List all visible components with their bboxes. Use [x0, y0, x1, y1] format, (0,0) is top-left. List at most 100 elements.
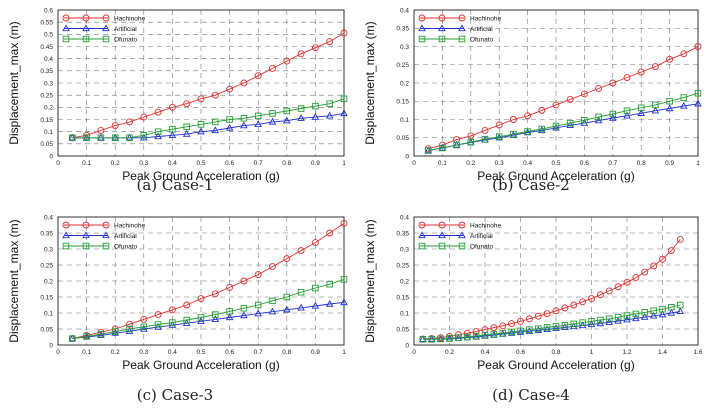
data-point-artificial [623, 315, 631, 323]
legend-label: Hachinohe [114, 222, 145, 229]
data-point-ofunato [69, 134, 76, 141]
x-tick-label: 0.9 [665, 160, 674, 167]
data-point-hachinohe [552, 307, 560, 315]
data-point-artificial [658, 310, 667, 318]
data-point-ofunato [570, 320, 578, 328]
data-point-artificial [637, 109, 645, 116]
y-tick-label: 0.05 [40, 141, 53, 148]
data-point-ofunato [154, 321, 162, 328]
data-point-ofunato [437, 335, 444, 343]
data-point-ofunato [297, 105, 305, 112]
data-point-ofunato [183, 316, 190, 324]
legend-marker [82, 221, 90, 229]
legend-marker [62, 231, 70, 239]
data-point-hachinohe [111, 122, 119, 130]
y-tick-label: 0.1 [44, 129, 53, 136]
data-point-ofunato [446, 335, 453, 342]
data-point-artificial [225, 313, 234, 321]
data-point-ofunato [97, 330, 105, 338]
data-point-hachinohe [283, 255, 291, 263]
x-tick-label: 0 [56, 349, 60, 356]
legend-marker [82, 24, 90, 32]
x-tick-label: 0.2 [466, 160, 475, 167]
data-point-ofunato [197, 314, 205, 321]
data-point-ofunato [326, 280, 333, 288]
y-tick-label: 0.15 [40, 117, 53, 124]
x-tick-label: 0.8 [551, 349, 560, 356]
data-point-artificial [111, 329, 119, 336]
x-tick-label: 0.2 [111, 349, 120, 356]
data-point-ofunato [69, 335, 76, 342]
data-point-ofunato [666, 97, 673, 105]
x-tick-label: 0.4 [480, 349, 489, 356]
data-point-hachinohe [570, 301, 578, 309]
data-point-artificial [311, 112, 320, 120]
x-tick-label: 0.4 [168, 160, 177, 167]
data-point-ofunato [499, 329, 507, 337]
y-tick-label: 0.3 [44, 246, 53, 253]
data-point-artificial [419, 335, 427, 342]
panel-case-3: 0 0.05 0.1 0.15 0.2 0.25 0.3 0.35 0.4 0 0.1 0.2 0.3 0… [7, 214, 348, 404]
data-point-ofunato [126, 325, 133, 333]
legend-marker [438, 231, 446, 239]
data-point-ofunato [312, 102, 319, 110]
data-point-artificial [254, 120, 262, 128]
x-tick-label: 0.8 [282, 349, 291, 356]
x-tick-label: 0 [412, 160, 416, 167]
data-point-ofunato [538, 125, 546, 133]
data-point-ofunato [632, 310, 640, 318]
x-tick-label: 0.3 [495, 160, 504, 167]
y-tick-label: 0.25 [40, 92, 53, 99]
data-point-ofunato [197, 121, 205, 128]
legend-marker [418, 24, 426, 32]
legend-marker [82, 231, 90, 239]
data-point-artificial [182, 129, 191, 137]
data-point-hachinohe [297, 50, 305, 58]
plot-frame [57, 9, 345, 157]
data-point-artificial [97, 331, 105, 339]
data-point-artificial [676, 307, 685, 315]
data-point-ofunato [183, 123, 190, 131]
data-point-ofunato [169, 125, 176, 133]
data-point-artificial [632, 314, 640, 322]
legend-marker [438, 35, 446, 43]
data-point-artificial [140, 133, 148, 141]
data-point-hachinohe [596, 291, 604, 299]
data-point-hachinohe [463, 329, 471, 337]
data-point-artificial [325, 111, 334, 119]
y-tick-label: 0.2 [400, 80, 409, 87]
data-point-hachinohe [140, 315, 148, 323]
data-point-hachinohe [499, 322, 507, 330]
data-point-ofunato [561, 321, 569, 329]
legend-label: Artificial [470, 26, 493, 33]
data-point-artificial [225, 123, 234, 131]
data-point-hachinohe [481, 126, 489, 134]
data-point-ofunato [326, 100, 333, 107]
data-point-ofunato [154, 128, 162, 135]
data-point-ofunato [111, 328, 119, 335]
y-tick-label: 0.4 [400, 214, 409, 221]
data-point-hachinohe [623, 74, 631, 81]
x-axis-title: Peak Ground Acceleration (g) [477, 358, 634, 372]
data-point-ofunato [312, 284, 319, 292]
y-tick-label: 0.1 [44, 310, 53, 317]
data-point-artificial [623, 111, 631, 119]
y-axis-title: Displacement_max (m) [363, 21, 377, 144]
data-point-hachinohe [534, 312, 542, 320]
x-tick-label: 0.5 [551, 160, 560, 167]
data-point-artificial [154, 132, 162, 140]
legend-label: Hachinohe [470, 15, 501, 22]
data-point-ofunato [464, 333, 471, 341]
data-point-artificial [694, 99, 702, 107]
legend-marker [82, 242, 90, 250]
x-tick-label: 0.1 [438, 160, 447, 167]
data-point-artificial [614, 316, 622, 324]
data-point-artificial [268, 307, 277, 315]
panel-caption: (d) Case-4 [492, 386, 570, 404]
data-point-artificial [268, 117, 277, 125]
data-point-artificial [525, 327, 534, 334]
data-point-ofunato [297, 288, 305, 296]
y-tick-label: 0.35 [396, 230, 409, 237]
y-tick-label: 0.5 [44, 32, 53, 39]
